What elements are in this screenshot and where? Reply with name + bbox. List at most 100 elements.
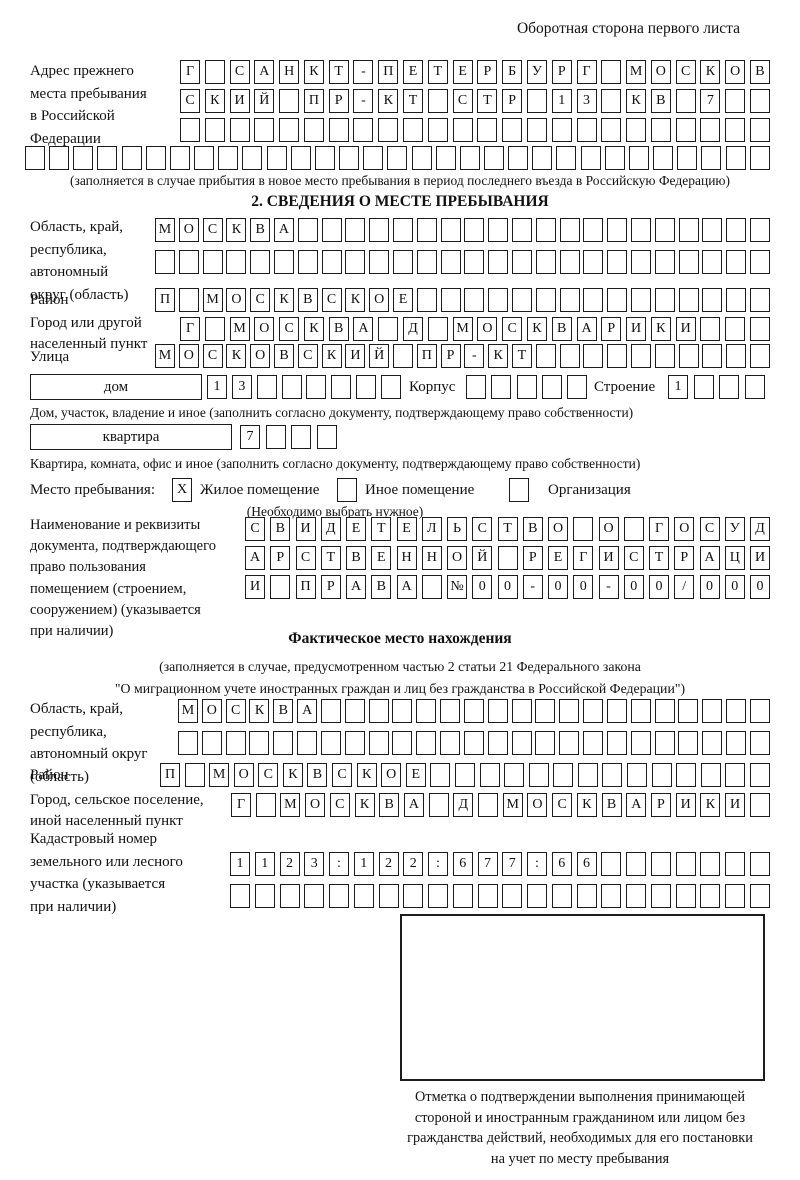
char-cell[interactable]	[339, 146, 360, 170]
char-cell[interactable]: Р	[477, 60, 498, 84]
char-cell[interactable]: И	[598, 546, 619, 570]
char-cell[interactable]: Т	[371, 517, 392, 541]
char-cell[interactable]: С	[321, 288, 342, 312]
char-cell[interactable]: :	[428, 852, 448, 876]
char-cell[interactable]	[559, 288, 580, 312]
char-cell[interactable]	[369, 218, 390, 242]
char-cell[interactable]: О	[226, 288, 247, 312]
char-cell[interactable]	[654, 699, 675, 723]
char-cell[interactable]: А	[403, 793, 424, 817]
char-cell[interactable]	[749, 852, 770, 876]
char-cell[interactable]: 0	[472, 575, 493, 599]
char-cell[interactable]	[477, 884, 498, 908]
char-cell[interactable]: Е	[403, 60, 424, 84]
char-cell[interactable]	[201, 731, 222, 755]
char-cell[interactable]	[250, 250, 271, 274]
char-cell[interactable]	[427, 317, 448, 341]
char-cell[interactable]	[702, 699, 723, 723]
char-cell[interactable]	[440, 288, 461, 312]
char-cell[interactable]: -	[353, 60, 374, 84]
char-cell[interactable]	[602, 763, 623, 787]
char-cell[interactable]: О	[254, 317, 275, 341]
char-cell[interactable]: С	[623, 546, 644, 570]
char-cell[interactable]	[630, 250, 651, 274]
char-cell[interactable]	[654, 731, 675, 755]
char-cell[interactable]	[316, 425, 337, 449]
char-cell[interactable]: С	[675, 60, 696, 84]
char-cell[interactable]: Н	[396, 546, 417, 570]
char-cell[interactable]	[508, 146, 529, 170]
char-cell[interactable]	[353, 884, 374, 908]
char-cell[interactable]: 6	[551, 852, 572, 876]
char-cell[interactable]	[749, 250, 770, 274]
char-cell[interactable]	[700, 884, 721, 908]
char-cell[interactable]: О	[201, 699, 222, 723]
char-cell[interactable]	[303, 118, 324, 142]
char-cell[interactable]	[49, 146, 70, 170]
char-cell[interactable]	[535, 344, 556, 368]
char-cell[interactable]	[725, 884, 745, 908]
char-cell[interactable]	[230, 884, 250, 908]
char-cell[interactable]	[749, 118, 770, 142]
char-cell[interactable]	[511, 250, 532, 274]
char-cell[interactable]: С	[279, 317, 300, 341]
char-cell[interactable]: О	[527, 793, 548, 817]
char-cell[interactable]	[650, 118, 671, 142]
char-cell[interactable]: Р	[328, 89, 349, 113]
char-cell[interactable]	[306, 375, 327, 399]
char-cell[interactable]: М	[626, 60, 647, 84]
char-cell[interactable]	[702, 218, 723, 242]
char-cell[interactable]	[678, 288, 699, 312]
char-cell[interactable]	[607, 288, 628, 312]
char-cell[interactable]	[255, 793, 276, 817]
char-cell[interactable]: С	[258, 763, 279, 787]
char-cell[interactable]	[559, 250, 580, 274]
char-cell[interactable]	[678, 250, 699, 274]
char-cell[interactable]: 0	[649, 575, 669, 599]
char-cell[interactable]	[749, 317, 770, 341]
char-cell[interactable]: :	[329, 852, 349, 876]
char-cell[interactable]: Т	[511, 344, 532, 368]
char-cell[interactable]	[428, 884, 448, 908]
char-cell[interactable]: О	[250, 344, 271, 368]
char-cell[interactable]: 6	[452, 852, 473, 876]
char-cell[interactable]	[630, 218, 651, 242]
char-cell[interactable]	[387, 146, 408, 170]
char-cell[interactable]: 1	[230, 852, 250, 876]
char-cell[interactable]: 3	[231, 375, 252, 399]
char-cell[interactable]: Б	[502, 60, 523, 84]
char-cell[interactable]	[749, 699, 770, 723]
char-cell[interactable]	[378, 118, 399, 142]
char-cell[interactable]: 3	[576, 89, 597, 113]
char-cell[interactable]	[487, 731, 508, 755]
char-cell[interactable]	[249, 731, 270, 755]
char-cell[interactable]	[583, 250, 604, 274]
char-cell[interactable]: М	[178, 699, 198, 723]
char-cell[interactable]	[356, 375, 377, 399]
char-cell[interactable]	[440, 250, 461, 274]
char-cell[interactable]: С	[225, 699, 246, 723]
char-cell[interactable]	[180, 118, 200, 142]
char-cell[interactable]: К	[273, 288, 294, 312]
char-cell[interactable]	[630, 288, 651, 312]
char-cell[interactable]	[607, 218, 628, 242]
char-cell[interactable]: К	[282, 763, 303, 787]
char-cell[interactable]	[678, 344, 699, 368]
char-cell[interactable]	[242, 146, 263, 170]
char-cell[interactable]: 0	[497, 575, 518, 599]
char-cell[interactable]	[416, 250, 437, 274]
char-cell[interactable]	[331, 375, 352, 399]
char-cell[interactable]	[725, 118, 746, 142]
char-cell[interactable]	[749, 89, 770, 113]
char-cell[interactable]: В	[250, 218, 271, 242]
char-cell[interactable]: И	[675, 317, 696, 341]
char-cell[interactable]	[511, 218, 532, 242]
char-cell[interactable]	[452, 118, 473, 142]
char-cell[interactable]	[583, 218, 604, 242]
char-cell[interactable]: Т	[320, 546, 341, 570]
char-cell[interactable]	[726, 731, 747, 755]
char-cell[interactable]	[454, 763, 475, 787]
char-cell[interactable]: Т	[477, 89, 498, 113]
char-cell[interactable]	[194, 146, 215, 170]
char-cell[interactable]	[321, 250, 342, 274]
